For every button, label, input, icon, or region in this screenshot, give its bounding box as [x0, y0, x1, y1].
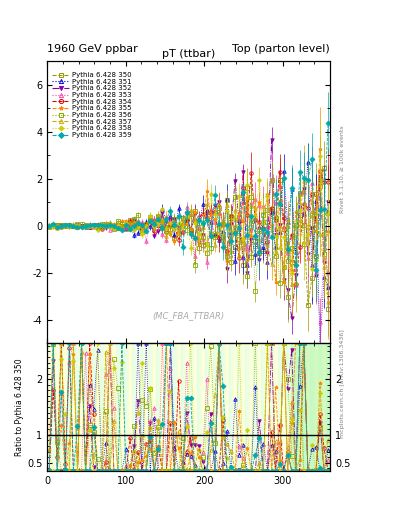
Bar — [92, 343, 95, 471]
Bar — [63, 343, 67, 471]
Bar — [310, 343, 314, 471]
Bar — [241, 343, 245, 471]
Bar — [169, 343, 173, 471]
Bar — [233, 343, 237, 471]
Bar — [108, 343, 112, 471]
Bar — [257, 343, 261, 471]
Bar — [128, 343, 132, 471]
Bar — [229, 343, 233, 471]
Bar — [282, 343, 286, 471]
Bar — [197, 343, 201, 471]
Bar — [176, 343, 180, 471]
Bar — [120, 343, 124, 471]
Bar — [112, 343, 116, 471]
Bar — [213, 343, 217, 471]
Bar — [189, 343, 193, 471]
Bar — [326, 343, 330, 471]
Bar — [75, 343, 79, 471]
Bar — [237, 343, 241, 471]
Bar — [88, 343, 92, 471]
Bar — [100, 343, 104, 471]
Bar — [201, 343, 205, 471]
Bar — [84, 343, 88, 471]
Bar — [72, 343, 75, 471]
Legend: Pythia 6.428 350, Pythia 6.428 351, Pythia 6.428 352, Pythia 6.428 353, Pythia 6: Pythia 6.428 350, Pythia 6.428 351, Pyth… — [51, 71, 133, 140]
Bar — [164, 343, 169, 471]
Text: Rivet 3.1.10, ≥ 100k events: Rivet 3.1.10, ≥ 100k events — [340, 125, 345, 213]
Bar — [277, 343, 282, 471]
Bar — [132, 343, 136, 471]
Bar — [55, 343, 59, 471]
Bar — [152, 343, 156, 471]
Text: Top (parton level): Top (parton level) — [232, 44, 330, 54]
Bar — [47, 343, 51, 471]
Bar — [253, 343, 257, 471]
Y-axis label: Ratio to Pythia 6.428 350: Ratio to Pythia 6.428 350 — [15, 358, 24, 456]
Text: (MC_FBA_TTBAR): (MC_FBA_TTBAR) — [152, 311, 225, 321]
Bar — [318, 343, 322, 471]
Text: mcplots.cern.ch [arXiv:1306.3436]: mcplots.cern.ch [arXiv:1306.3436] — [340, 330, 345, 438]
Bar — [116, 343, 120, 471]
Bar — [59, 343, 63, 471]
Bar — [144, 343, 148, 471]
Bar — [225, 343, 229, 471]
Bar — [173, 343, 176, 471]
Bar — [322, 343, 326, 471]
Bar — [294, 343, 298, 471]
Bar — [51, 343, 55, 471]
Bar — [245, 343, 249, 471]
Bar — [290, 343, 294, 471]
Bar — [160, 343, 164, 471]
Bar — [156, 343, 160, 471]
Bar — [298, 343, 302, 471]
Bar — [261, 343, 265, 471]
Bar — [185, 343, 189, 471]
Bar — [286, 343, 290, 471]
Bar — [221, 343, 225, 471]
Bar — [148, 343, 152, 471]
Bar — [274, 343, 277, 471]
Bar — [180, 343, 185, 471]
Bar — [302, 343, 306, 471]
Bar — [67, 343, 72, 471]
Title: pT (ttbar): pT (ttbar) — [162, 49, 215, 59]
Bar — [209, 343, 213, 471]
Bar — [79, 343, 84, 471]
Text: 1960 GeV ppbar: 1960 GeV ppbar — [47, 44, 138, 54]
Bar — [265, 343, 270, 471]
Bar — [270, 343, 274, 471]
Bar — [95, 343, 100, 471]
Bar — [306, 343, 310, 471]
Bar — [217, 343, 221, 471]
Bar — [205, 343, 209, 471]
Bar — [249, 343, 253, 471]
Bar — [124, 343, 128, 471]
Bar — [291, 343, 330, 471]
Bar — [314, 343, 318, 471]
Bar — [136, 343, 140, 471]
Bar — [104, 343, 108, 471]
Bar — [140, 343, 144, 471]
Bar — [193, 343, 197, 471]
